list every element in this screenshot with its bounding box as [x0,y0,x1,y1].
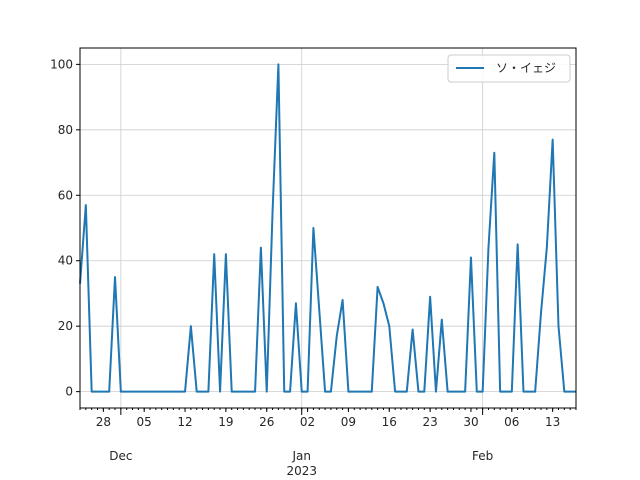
legend-label-series-0: ソ・イェジ [496,61,556,75]
x-tick-label: 16 [382,415,397,429]
legend-box [447,54,571,83]
x-tick-label: 19 [218,415,233,429]
x-tick-label: 13 [545,415,560,429]
y-tick-label: 0 [65,385,73,399]
y-tick-label: 40 [58,254,73,268]
series-layer [79,63,576,393]
x-month-label: Jan [291,449,311,463]
x-year-label: 2023 [286,464,317,478]
x-month-label: Feb [472,449,493,463]
y-tick-label: 100 [50,57,73,71]
x-tick-label: 28 [96,415,111,429]
x-month-label: Dec [109,449,132,463]
x-tick-label: 30 [463,415,478,429]
x-tick-label: 23 [422,415,437,429]
series-line-0 [79,63,576,393]
x-tick-label: 02 [300,415,315,429]
plot-frame [79,47,577,409]
x-tick-label: 09 [341,415,356,429]
x-tick-label: 05 [137,415,152,429]
x-tick-label: 26 [259,415,274,429]
y-tick-label: 60 [58,188,73,202]
x-tick-label: 06 [504,415,519,429]
tick-marks: 0 20 40 60 80 100 Dec Jan Feb 2023 28 05 12 19 26 02 09 1… [50,57,577,478]
axes [79,47,577,409]
y-tick-label: 80 [58,123,73,137]
legend: ソ・イェジ [447,54,571,83]
y-tick-label: 20 [58,319,73,333]
x-tick-label: 12 [177,415,192,429]
